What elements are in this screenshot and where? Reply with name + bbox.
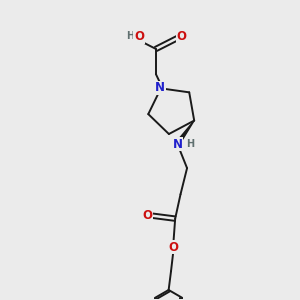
Text: O: O <box>143 208 153 222</box>
Text: O: O <box>176 30 186 43</box>
Text: O: O <box>134 30 144 43</box>
Polygon shape <box>177 121 194 143</box>
Text: H: H <box>186 139 194 149</box>
Text: N: N <box>155 81 165 94</box>
Text: H: H <box>126 32 134 41</box>
Text: O: O <box>168 241 178 254</box>
Text: N: N <box>173 138 183 151</box>
